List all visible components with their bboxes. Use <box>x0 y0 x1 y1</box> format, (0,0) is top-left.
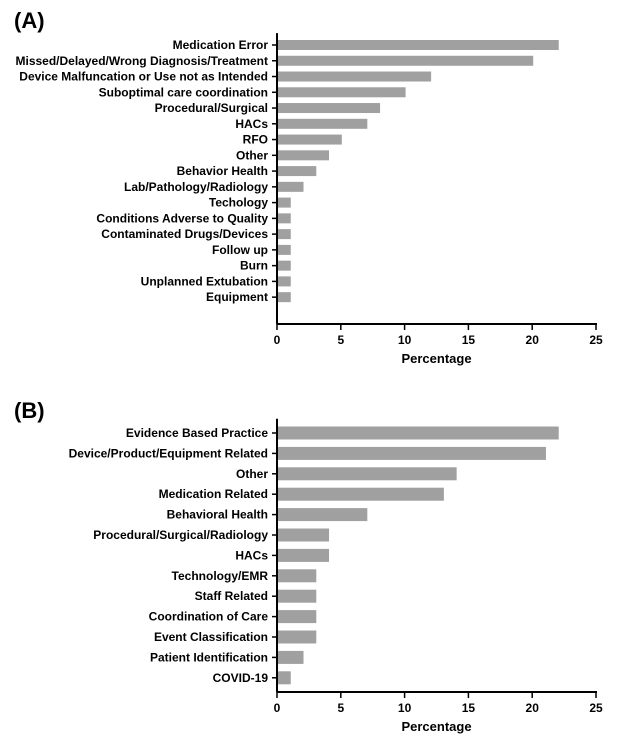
bar <box>278 40 559 50</box>
category-label: Evidence Based Practice <box>126 426 268 440</box>
category-label: Device Malfuncation or Use not as Intend… <box>19 70 268 84</box>
bar <box>278 244 291 255</box>
bar <box>278 671 291 685</box>
bar <box>278 276 291 287</box>
bar <box>278 166 317 177</box>
category-label: Burn <box>240 259 268 273</box>
category-label: Techology <box>209 196 268 210</box>
category-label: Procedural/Surgical/Radiology <box>93 528 268 542</box>
bar <box>278 260 291 271</box>
category-label: Coordination of Care <box>149 610 269 624</box>
bar <box>278 197 291 208</box>
bar <box>278 229 291 240</box>
chart-panel-a: (A) Medication Error Missed/Delayed/Wrong … <box>14 8 603 366</box>
panel-label: (B) <box>14 398 45 423</box>
bar <box>278 103 381 114</box>
category-label: Other <box>236 148 268 162</box>
x-tick-label: 15 <box>462 333 476 347</box>
x-tick-label: 10 <box>398 701 412 715</box>
category-label: HACs <box>235 548 268 562</box>
bar <box>278 213 291 224</box>
bar <box>278 610 317 624</box>
category-label: Patient Identification <box>150 650 268 664</box>
bar <box>278 508 368 522</box>
x-axis-title: Percentage <box>401 351 471 366</box>
category-label: Lab/Pathology/Radiology <box>124 180 268 194</box>
x-tick-label: 20 <box>526 701 540 715</box>
x-tick-label: 5 <box>337 333 344 347</box>
bar <box>278 134 342 145</box>
category-label: Unplanned Extubation <box>141 274 268 288</box>
x-tick-label: 5 <box>337 701 344 715</box>
category-label: Medication Error <box>173 38 269 52</box>
category-label: Behavior Health <box>177 164 268 178</box>
x-tick-label: 25 <box>589 701 603 715</box>
category-label: Equipment <box>206 290 268 304</box>
category-label: Technology/EMR <box>172 569 269 583</box>
x-axis-title: Percentage <box>401 719 471 734</box>
x-tick-label: 10 <box>398 333 412 347</box>
category-label: Suboptimal care coordination <box>99 85 268 99</box>
x-tick-label: 0 <box>274 701 281 715</box>
bar <box>278 650 304 664</box>
bar <box>278 446 546 460</box>
panel-label: (A) <box>14 8 45 33</box>
x-tick-label: 15 <box>462 701 476 715</box>
bar <box>278 71 432 82</box>
bar <box>278 150 330 161</box>
category-label: Device/Product/Equipment Related <box>69 446 268 460</box>
category-label: Event Classification <box>154 630 268 644</box>
bar <box>278 548 330 562</box>
category-label: Other <box>236 467 268 481</box>
bar <box>278 467 457 481</box>
x-tick-label: 25 <box>589 333 603 347</box>
category-label: Follow up <box>212 243 268 257</box>
x-tick-label: 20 <box>526 333 540 347</box>
category-label: Behavioral Health <box>167 508 268 522</box>
bar <box>278 118 368 129</box>
category-label: Staff Related <box>195 589 268 603</box>
bar <box>278 87 406 98</box>
bar <box>278 292 291 303</box>
category-label: Medication Related <box>159 487 268 501</box>
category-label: Conditions Adverse to Quality <box>96 211 268 225</box>
category-label: COVID-19 <box>213 671 269 685</box>
category-label: RFO <box>243 133 268 147</box>
bar <box>278 181 304 192</box>
category-label: Missed/Delayed/Wrong Diagnosis/Treatment <box>15 54 268 68</box>
bar <box>278 569 317 583</box>
x-tick-label: 0 <box>274 333 281 347</box>
category-label: HACs <box>235 117 268 131</box>
bar <box>278 589 317 603</box>
category-label: Procedural/Surgical <box>155 101 268 115</box>
category-label: Contaminated Drugs/Devices <box>101 227 268 241</box>
chart-panel-b: (B) Evidence Based Practice Device/Product… <box>14 398 603 734</box>
bar <box>278 528 330 542</box>
bar <box>278 426 559 440</box>
bar <box>278 487 444 501</box>
bar <box>278 55 534 66</box>
bar <box>278 630 317 644</box>
